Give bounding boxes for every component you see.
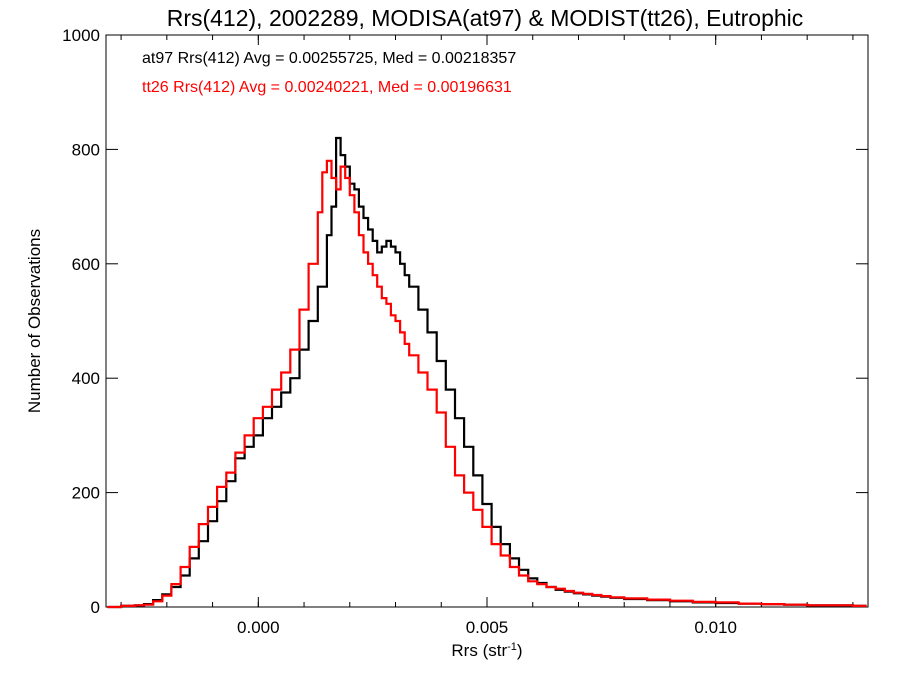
annotation-tt26: tt26 Rrs(412) Avg = 0.00240221, Med = 0.… — [142, 79, 512, 96]
y-tick-label: 400 — [72, 369, 100, 388]
x-axis-label-close: ) — [517, 641, 523, 660]
y-tick-label: 1000 — [62, 26, 100, 45]
series-line-at97 — [107, 136, 867, 609]
y-tick-label: 600 — [72, 255, 100, 274]
x-tick-label: 0.010 — [694, 618, 737, 637]
series-layer — [107, 136, 867, 609]
y-tick-label: 0 — [91, 598, 100, 617]
chart-title: Rrs(412), 2002289, MODISA(at97) & MODIST… — [167, 5, 804, 31]
x-axis-label: Rrs (str-1) — [451, 641, 522, 660]
series-line-tt26 — [107, 159, 867, 609]
y-tick-label: 800 — [72, 140, 100, 159]
plot-frame — [105, 34, 869, 608]
x-axis: 0.000 0.005 0.010 — [120, 35, 854, 637]
y-tick-label: 200 — [72, 484, 100, 503]
x-axis-label-base: Rrs (str — [451, 641, 507, 660]
x-tick-label: 0.005 — [466, 618, 509, 637]
annotation-at97: at97 Rrs(412) Avg = 0.00255725, Med = 0.… — [142, 50, 516, 67]
x-axis-label-superscript: -1 — [507, 641, 517, 653]
y-axis-label: Number of Observations — [25, 229, 44, 413]
x-tick-label: 0.000 — [237, 618, 280, 637]
y-axis: 0 200 400 600 800 1000 — [62, 26, 868, 617]
